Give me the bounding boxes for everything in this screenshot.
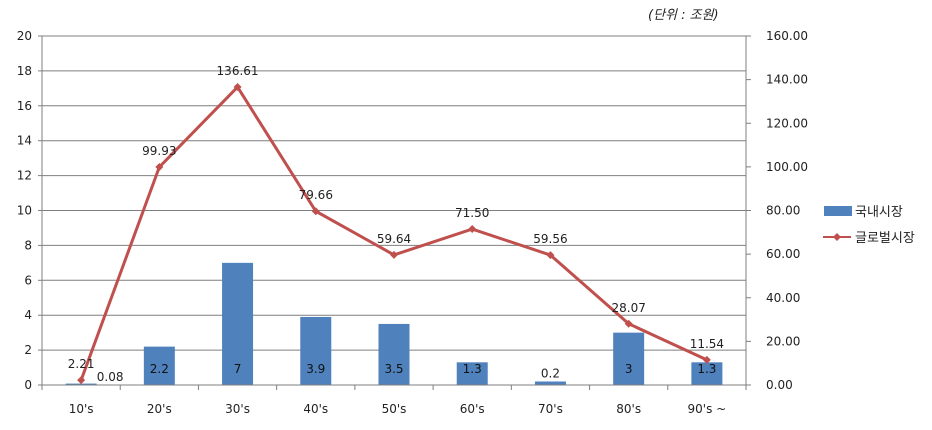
global-point-marker <box>468 225 477 234</box>
unit-note: (단위 : 조원) <box>648 8 719 23</box>
y-right-tick-label: 40.00 <box>766 291 800 305</box>
x-tick-label: 60's <box>460 402 485 416</box>
legend: 국내시장 글로벌시장 <box>823 205 915 246</box>
legend-label-domestic: 국내시장 <box>855 205 903 220</box>
bar-value-label: 3 <box>625 362 633 376</box>
y-left-tick-label: 14 <box>17 134 32 148</box>
bar-value-label: 0.2 <box>541 367 560 381</box>
global-point-marker <box>702 355 711 364</box>
axes: 0 2 4 6 8 10 12 14 16 18 20 0.00 20.00 40.00 60.00 80.0… <box>17 29 808 416</box>
bar-value-label: 3.9 <box>306 362 325 376</box>
y-left-tick-label: 8 <box>24 238 32 252</box>
bar-70's <box>534 381 566 385</box>
y-left-tick-label: 20 <box>17 29 32 43</box>
bar-value-label: 7 <box>234 362 242 376</box>
line-value-label: 59.64 <box>377 232 411 246</box>
global-line <box>77 83 711 385</box>
bar-60's <box>456 362 488 385</box>
x-tick-label: 40's <box>303 402 328 416</box>
y-right-tick-label: 80.00 <box>766 204 800 218</box>
line-value-label: 59.56 <box>533 232 567 246</box>
bar-50's <box>378 323 410 385</box>
bar-10's <box>65 383 97 386</box>
bar-value-label: 1.3 <box>463 362 482 376</box>
bar-value-label: 2.2 <box>150 362 169 376</box>
x-tick-label: 20's <box>147 402 172 416</box>
x-tick-label: 10's <box>69 402 94 416</box>
x-tick-label: 70's <box>538 402 563 416</box>
y-right-tick-label: 160.00 <box>766 29 808 43</box>
y-right-tick-label: 60.00 <box>766 247 800 261</box>
bar-20's <box>143 346 175 385</box>
y-right-tick-label: 20.00 <box>766 334 800 348</box>
bar-value-label: 0.08 <box>97 370 124 384</box>
x-tick-label: 30's <box>225 402 250 416</box>
gridlines <box>42 35 746 351</box>
bar-40's <box>300 316 332 385</box>
global-point-marker <box>233 83 242 92</box>
global-point-marker <box>77 376 86 385</box>
bar-90's ~ <box>691 362 723 385</box>
line-value-label: 136.61 <box>217 64 259 78</box>
x-tick-label: 50's <box>382 402 407 416</box>
bar-30's <box>222 262 254 385</box>
global-point-marker <box>390 250 398 259</box>
line-value-label: 71.50 <box>455 206 489 220</box>
y-left-tick-label: 0 <box>24 378 32 392</box>
line-value-label: 28.07 <box>611 301 645 315</box>
y-right-tick-label: 120.00 <box>766 116 808 130</box>
bar-80's <box>613 332 645 385</box>
global-point-marker <box>546 251 555 260</box>
y-left-tick-label: 16 <box>17 99 32 113</box>
y-right-tick-label: 0.00 <box>766 378 793 392</box>
y-left-tick-label: 18 <box>17 64 32 78</box>
bar-value-label: 1.3 <box>697 362 716 376</box>
line-value-label: 11.54 <box>690 337 724 351</box>
legend-label-global: 글로벌시장 <box>855 231 915 246</box>
y-left-tick-label: 6 <box>24 273 32 287</box>
line-value-label: 2.21 <box>68 357 95 371</box>
global-point-marker <box>624 319 633 328</box>
x-tick-label: 80's <box>616 402 641 416</box>
line-value-label: 99.93 <box>142 144 176 158</box>
y-right-tick-label: 100.00 <box>766 160 808 174</box>
y-left-tick-label: 12 <box>17 169 32 183</box>
line-value-label: 79.66 <box>299 188 333 202</box>
global-point-marker <box>155 163 164 172</box>
global-point-marker <box>311 207 320 216</box>
domestic-bars <box>65 262 723 386</box>
bar-value-label: 3.5 <box>384 362 403 376</box>
data-labels: 0.08 2.2 7 3.9 3.5 1.3 0.2 3 1.3 2.21 99.93 136.61 7… <box>68 64 724 384</box>
y-left-tick-label: 2 <box>24 343 32 357</box>
legend-swatch-domestic <box>824 206 852 216</box>
x-tick-label: 90's ~ <box>688 402 727 416</box>
y-left-tick-label: 4 <box>24 308 32 322</box>
y-right-tick-label: 140.00 <box>766 73 808 87</box>
legend-swatch-global-marker <box>833 233 841 241</box>
y-left-tick-label: 10 <box>17 204 32 218</box>
